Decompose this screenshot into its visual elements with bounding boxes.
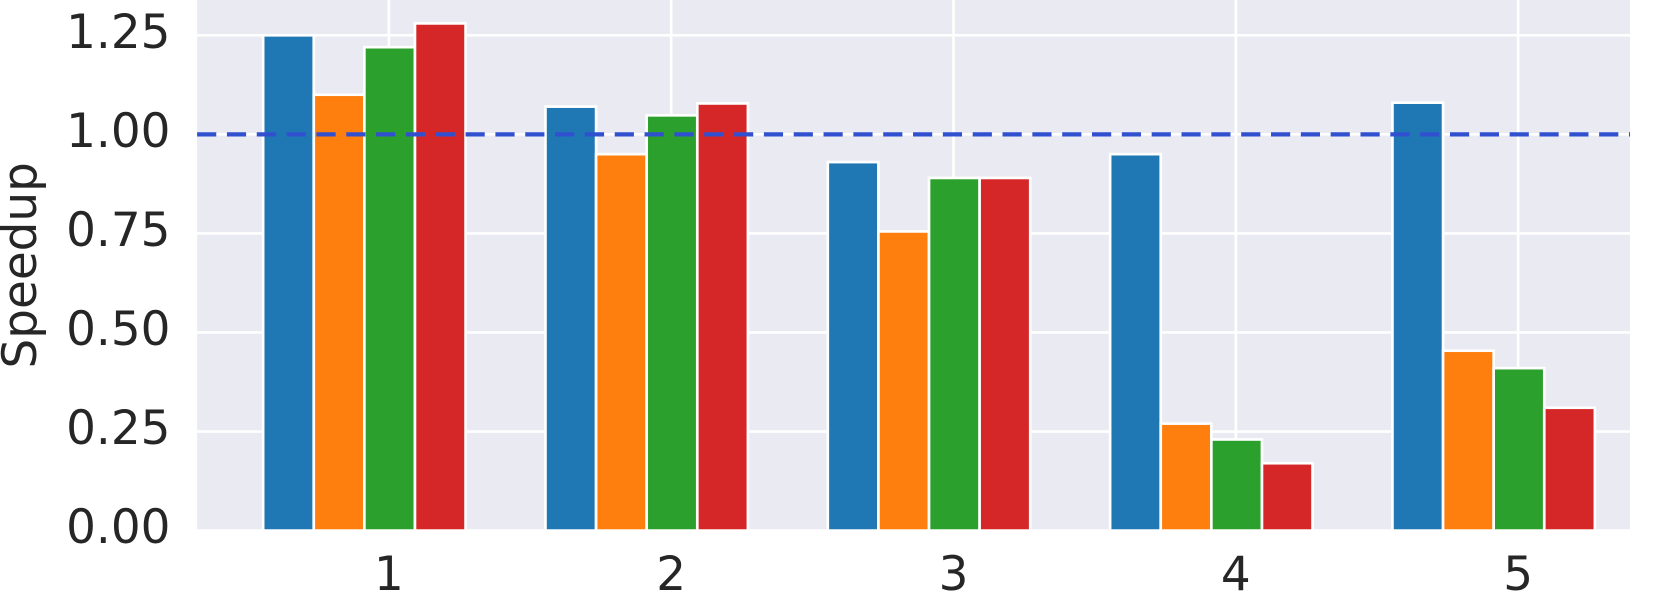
bar bbox=[594, 152, 649, 532]
bar bbox=[413, 22, 467, 532]
x-tick-label: 3 bbox=[939, 547, 969, 602]
x-tick-label: 5 bbox=[1503, 547, 1533, 602]
bar bbox=[261, 33, 316, 532]
y-tick-label: 0.25 bbox=[66, 401, 170, 456]
bar bbox=[1260, 461, 1314, 532]
bar bbox=[1441, 349, 1496, 532]
y-tick-label: 0.75 bbox=[66, 203, 170, 258]
bar bbox=[978, 176, 1032, 532]
bar bbox=[1542, 406, 1597, 532]
y-tick-label: 0.00 bbox=[66, 500, 170, 555]
y-tick-label: 1.25 bbox=[66, 5, 170, 60]
x-tick-label: 2 bbox=[656, 547, 686, 602]
bar bbox=[1391, 101, 1445, 532]
x-tick-label: 4 bbox=[1221, 547, 1251, 602]
x-tick-label: 1 bbox=[374, 547, 404, 602]
bar bbox=[877, 230, 931, 532]
y-axis-label: Speedup bbox=[0, 162, 48, 368]
y-tick-label: 0.50 bbox=[66, 302, 170, 357]
bar bbox=[645, 114, 699, 532]
bar bbox=[927, 176, 981, 532]
bar bbox=[1159, 422, 1213, 532]
bar bbox=[1108, 152, 1163, 532]
bar bbox=[1492, 366, 1546, 532]
y-tick-label: 1.00 bbox=[66, 104, 170, 159]
bar bbox=[1210, 438, 1264, 532]
bar bbox=[826, 160, 880, 532]
bar bbox=[363, 45, 417, 532]
bar bbox=[312, 93, 366, 532]
bar bbox=[544, 105, 598, 532]
bar bbox=[695, 102, 750, 532]
